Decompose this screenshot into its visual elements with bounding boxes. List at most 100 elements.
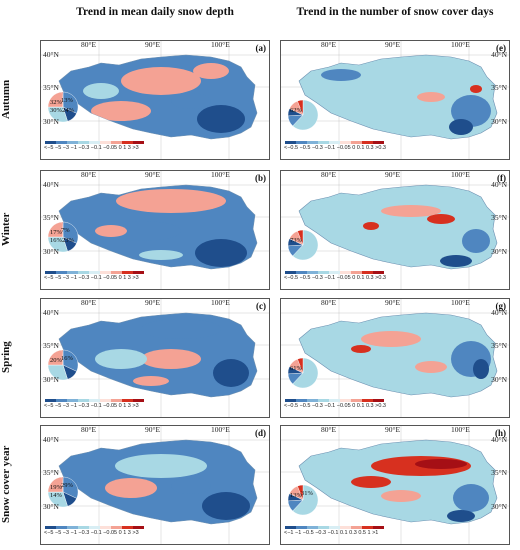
trend-patch: [202, 492, 250, 520]
pie-slice: [292, 99, 319, 131]
colorbar-swatch: [133, 526, 144, 529]
colorbar-swatch: [133, 141, 144, 144]
pie-percent-label: 32%: [50, 99, 62, 106]
colorbar-swatch: [351, 399, 362, 402]
map-canvas: [281, 299, 509, 417]
lat-label-40: 40°N: [491, 50, 507, 59]
colorbar-swatch: [89, 526, 100, 529]
pie-percent-label: 13%: [290, 492, 302, 499]
column-title-snow-depth: Trend in mean daily snow depth: [76, 6, 234, 18]
colorbar-swatch: [373, 141, 384, 144]
colorbar-swatch: [296, 399, 307, 402]
pie-percent-label: 24%: [62, 107, 74, 114]
pie-percent-label: 13%: [61, 97, 73, 104]
colorbar-swatch: [329, 141, 340, 144]
pie-slice: [62, 91, 79, 114]
colorbar-tick-labels: <−5 −5 −3 −1 −0.3 −0.1 −0.05 0 1 3 >3: [44, 275, 139, 281]
colorbar-swatch: [100, 271, 111, 274]
row-label-winter: Winter: [0, 212, 12, 246]
map-canvas: [281, 171, 509, 289]
pie-slice: [61, 91, 64, 108]
plateau-outline: [298, 312, 498, 398]
trend-patch: [351, 476, 391, 488]
colorbar-swatch: [122, 141, 133, 144]
trend-patch: [449, 119, 473, 135]
map-canvas: [41, 41, 269, 159]
colorbar-swatch: [329, 271, 340, 274]
lon-label-90: 90°E: [145, 170, 161, 179]
colorbar-swatch: [285, 399, 296, 402]
trend-patch: [101, 221, 181, 241]
trend-patch: [121, 67, 201, 95]
colorbar-swatch: [362, 399, 373, 402]
pie-slice: [61, 476, 64, 493]
trend-patch: [141, 349, 201, 369]
colorbar-swatch: [78, 399, 89, 402]
pie-percent-label: 61%: [290, 365, 302, 372]
colorbar-swatch: [89, 141, 100, 144]
lat-label-35: 35°N: [43, 468, 59, 477]
lat-label-40: 40°N: [491, 180, 507, 189]
colorbar-swatch: [318, 141, 329, 144]
colorbar-swatch: [340, 526, 351, 529]
pie-slice: [47, 491, 68, 508]
map-panel: (g) 80°E 90°E 100°E 40°N 35°N 30°N <−0.5…: [280, 298, 510, 418]
colorbar-swatch: [329, 399, 340, 402]
colorbar-swatch: [351, 141, 362, 144]
pie-slice: [62, 221, 79, 244]
lat-label-40: 40°N: [491, 435, 507, 444]
plateau-outline: [298, 184, 498, 270]
colorbar-swatch: [373, 271, 384, 274]
map-canvas: [41, 171, 269, 289]
pie-percent-label: 29%: [61, 482, 73, 489]
trend-patch: [381, 205, 441, 217]
colorbar-swatch: [307, 526, 318, 529]
lat-label-35: 35°N: [491, 341, 507, 350]
trend-patch: [83, 83, 119, 99]
colorbar-swatch: [318, 271, 329, 274]
colorbar-swatch: [111, 399, 122, 402]
lon-label-90: 90°E: [145, 298, 161, 307]
colorbar-swatch: [67, 526, 78, 529]
trend-patch: [193, 63, 229, 79]
panel-letter: (a): [255, 43, 267, 53]
trend-patch: [381, 490, 421, 502]
pie-slice: [297, 229, 304, 246]
colorbar-swatch: [362, 271, 373, 274]
lon-label-90: 90°E: [385, 40, 401, 49]
colorbar-swatch: [45, 141, 56, 144]
colorbar-tick-labels: <−0.5 −0.5 −0.3 −0.1 −0.05 0 0.1 0.3 >0.…: [284, 275, 386, 281]
lon-label-80: 80°E: [81, 170, 97, 179]
lon-label-100: 100°E: [211, 425, 230, 434]
lat-label-35: 35°N: [491, 468, 507, 477]
colorbar-swatch: [307, 399, 318, 402]
pie-percent-label: 73%: [290, 237, 302, 244]
map-canvas: [281, 426, 509, 544]
map-panel: (h) 80°E 90°E 100°E 40°N 35°N 30°N <−1 −…: [280, 425, 510, 545]
pie-percent-label: 31%: [301, 490, 313, 497]
trend-patch: [351, 345, 371, 353]
lat-label-30: 30°N: [43, 247, 59, 256]
trend-patch: [105, 478, 157, 498]
lat-label-40: 40°N: [43, 50, 59, 59]
map-panel: (e) 80°E 90°E 100°E 40°N 35°N 30°N <−0.5…: [280, 40, 510, 160]
colorbar-swatch: [133, 271, 144, 274]
colorbar-swatch: [351, 271, 362, 274]
colorbar-swatch: [56, 141, 67, 144]
panel-letter: (g): [495, 301, 507, 311]
lon-label-100: 100°E: [211, 298, 230, 307]
trend-patch: [133, 376, 169, 386]
panel-letter: (e): [496, 43, 506, 53]
lon-label-100: 100°E: [451, 170, 470, 179]
colorbar-swatch: [100, 526, 111, 529]
colorbar-swatch: [78, 526, 89, 529]
lat-label-30: 30°N: [491, 117, 507, 126]
colorbar-swatch: [67, 141, 78, 144]
trend-patch: [139, 250, 183, 260]
trend-patch: [417, 92, 445, 102]
row-label-spring: Spring: [0, 341, 12, 373]
colorbar-swatch: [296, 141, 307, 144]
colorbar-swatch: [329, 526, 340, 529]
lon-label-100: 100°E: [451, 298, 470, 307]
trend-patch: [91, 101, 151, 121]
